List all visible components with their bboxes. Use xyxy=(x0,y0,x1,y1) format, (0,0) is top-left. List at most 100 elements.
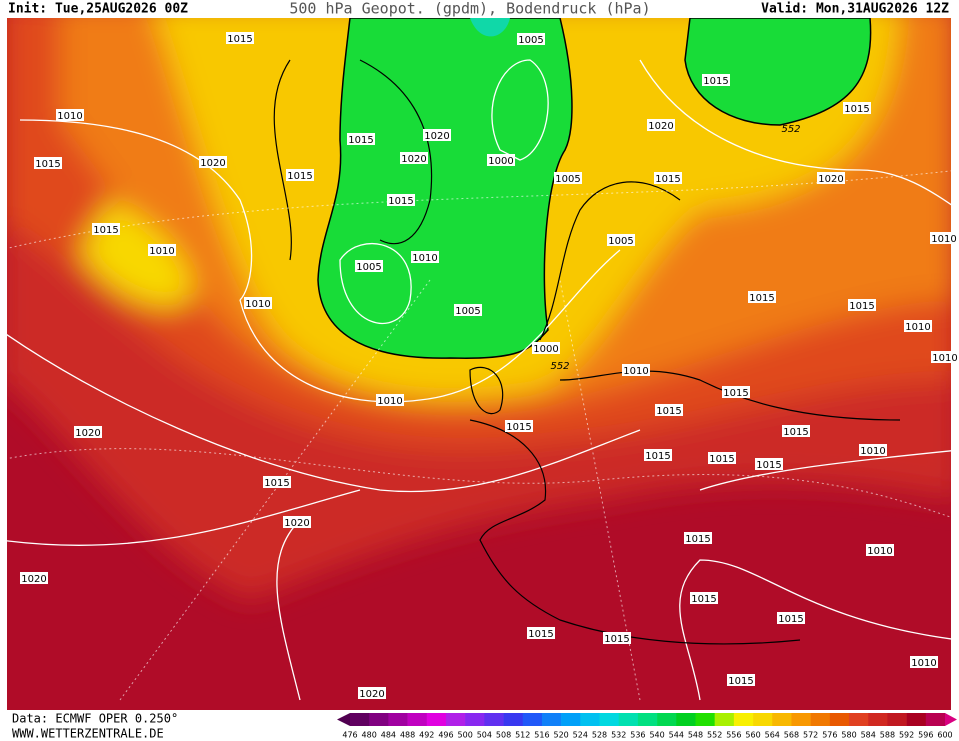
isobar-label: 1020 xyxy=(401,154,426,165)
colorbar-label: 548 xyxy=(688,731,703,740)
colorbar-label: 588 xyxy=(880,731,895,740)
website: WWW.WETTERZENTRALE.DE xyxy=(12,727,164,741)
isobar-label-box xyxy=(931,351,959,363)
colorbar-swatch xyxy=(541,713,562,726)
isobar-label-box xyxy=(848,299,876,311)
data-source: Data: ECMWF OPER 0.250° xyxy=(12,712,178,726)
isobar-label-box xyxy=(647,119,675,131)
colorbar-swatch xyxy=(369,713,389,726)
colorbar-label: 560 xyxy=(745,731,760,740)
colorbar-swatch xyxy=(445,713,466,726)
isobar-label: 1015 xyxy=(388,196,413,207)
isobar-label-box xyxy=(148,244,176,256)
colorbar-swatch xyxy=(676,713,696,726)
isobar-label: 1010 xyxy=(377,396,402,407)
isobar-label: 1015 xyxy=(783,427,808,438)
isobar-label-box xyxy=(607,234,635,246)
isobar-label: 1015 xyxy=(685,534,710,545)
isobar-label: 1015 xyxy=(506,422,531,433)
valid-time: Valid: Mon,31AUG2026 12Z xyxy=(761,2,949,17)
isobar-label: 1015 xyxy=(93,225,118,236)
isobar-label: 1015 xyxy=(756,460,781,471)
colorbar-swatch xyxy=(561,713,581,726)
colorbar-label: 500 xyxy=(458,731,473,740)
isobar-label-box xyxy=(92,223,120,235)
isobar-label: 1000 xyxy=(488,156,513,167)
colorbar-label: 480 xyxy=(362,731,377,740)
colorbar-label: 520 xyxy=(553,731,568,740)
isobar-label-box xyxy=(487,154,515,166)
isobar-label: 1015 xyxy=(656,406,681,417)
isobar-label: 1010 xyxy=(860,446,885,457)
isobar-label: 1015 xyxy=(749,293,774,304)
colorbar-label: 516 xyxy=(534,731,549,740)
isobar-label: 1015 xyxy=(604,634,629,645)
isobar-label-box xyxy=(859,444,887,456)
isobar-label: 1015 xyxy=(287,171,312,182)
isobar-label: 1020 xyxy=(424,131,449,142)
isobar-label-box xyxy=(644,449,672,461)
isobar-label: 1020 xyxy=(284,518,309,529)
isobar-label-box xyxy=(532,342,560,354)
isobar-label: 1020 xyxy=(200,158,225,169)
isobar-label: 1020 xyxy=(648,121,673,132)
isobar-label-box xyxy=(843,102,871,114)
isobar-label: 1015 xyxy=(691,594,716,605)
isobar-label-box xyxy=(74,426,102,438)
isobar-label-box xyxy=(727,674,755,686)
isobar-label-box xyxy=(655,404,683,416)
isobar-label-box xyxy=(199,156,227,168)
colorbar-label: 572 xyxy=(803,731,818,740)
colorbar-label: 556 xyxy=(726,731,741,740)
colorbar-label: 576 xyxy=(822,731,837,740)
isobar-label-box xyxy=(400,152,428,164)
isobar-label: 1010 xyxy=(905,322,930,333)
map xyxy=(7,18,951,710)
colorbar-arrow xyxy=(337,713,350,726)
isobar-label-box xyxy=(782,425,810,437)
isobar-label: 1010 xyxy=(867,546,892,557)
isobar-label-box xyxy=(910,656,938,668)
isobar-label-box xyxy=(387,194,415,206)
isobar-label: 1015 xyxy=(264,478,289,489)
colorbar-swatch xyxy=(657,713,677,726)
isobar-label-box xyxy=(755,458,783,470)
colorbar-label: 568 xyxy=(784,731,799,740)
colorbar-swatch xyxy=(637,713,658,726)
isobar-label: 1005 xyxy=(356,262,381,273)
isobar-label-box xyxy=(286,169,314,181)
isobar-label-box xyxy=(283,516,311,528)
colorbar-swatch xyxy=(484,713,504,726)
isobar-label: 1015 xyxy=(709,454,734,465)
isobar-label-box xyxy=(708,452,736,464)
colorbar-swatch xyxy=(580,713,600,726)
colorbar-swatch xyxy=(791,713,811,726)
isobar-label: 1020 xyxy=(359,689,384,700)
isobar-label: 1015 xyxy=(723,388,748,399)
colorbar-swatch xyxy=(503,713,524,726)
isobar-label: 1000 xyxy=(533,344,558,355)
colorbar-swatch xyxy=(753,713,773,726)
isobar-label: 1015 xyxy=(348,135,373,146)
colorbar-label: 564 xyxy=(765,731,780,740)
isobar-label-box xyxy=(527,627,555,639)
isobar-label: 1015 xyxy=(655,174,680,185)
colorbar-swatch xyxy=(810,713,831,726)
isobar-label: 1015 xyxy=(35,159,60,170)
isobar-label-box xyxy=(34,157,62,169)
isobar-label-box xyxy=(20,572,48,584)
colorbar-swatch xyxy=(829,713,850,726)
isobar-label: 1005 xyxy=(608,236,633,247)
geopotential-label: 552 xyxy=(550,361,569,372)
colorbar-swatch xyxy=(906,713,927,726)
isobar-label-box xyxy=(702,74,730,86)
colorbar-label: 476 xyxy=(342,731,357,740)
isobar-label-box xyxy=(505,420,533,432)
colorbar-label: 592 xyxy=(899,731,914,740)
colorbar-label: 532 xyxy=(611,731,626,740)
isobar-label: 1010 xyxy=(623,366,648,377)
isobar-label: 1010 xyxy=(245,299,270,310)
colorbar-label: 508 xyxy=(496,731,511,740)
isobar-label-box xyxy=(376,394,404,406)
